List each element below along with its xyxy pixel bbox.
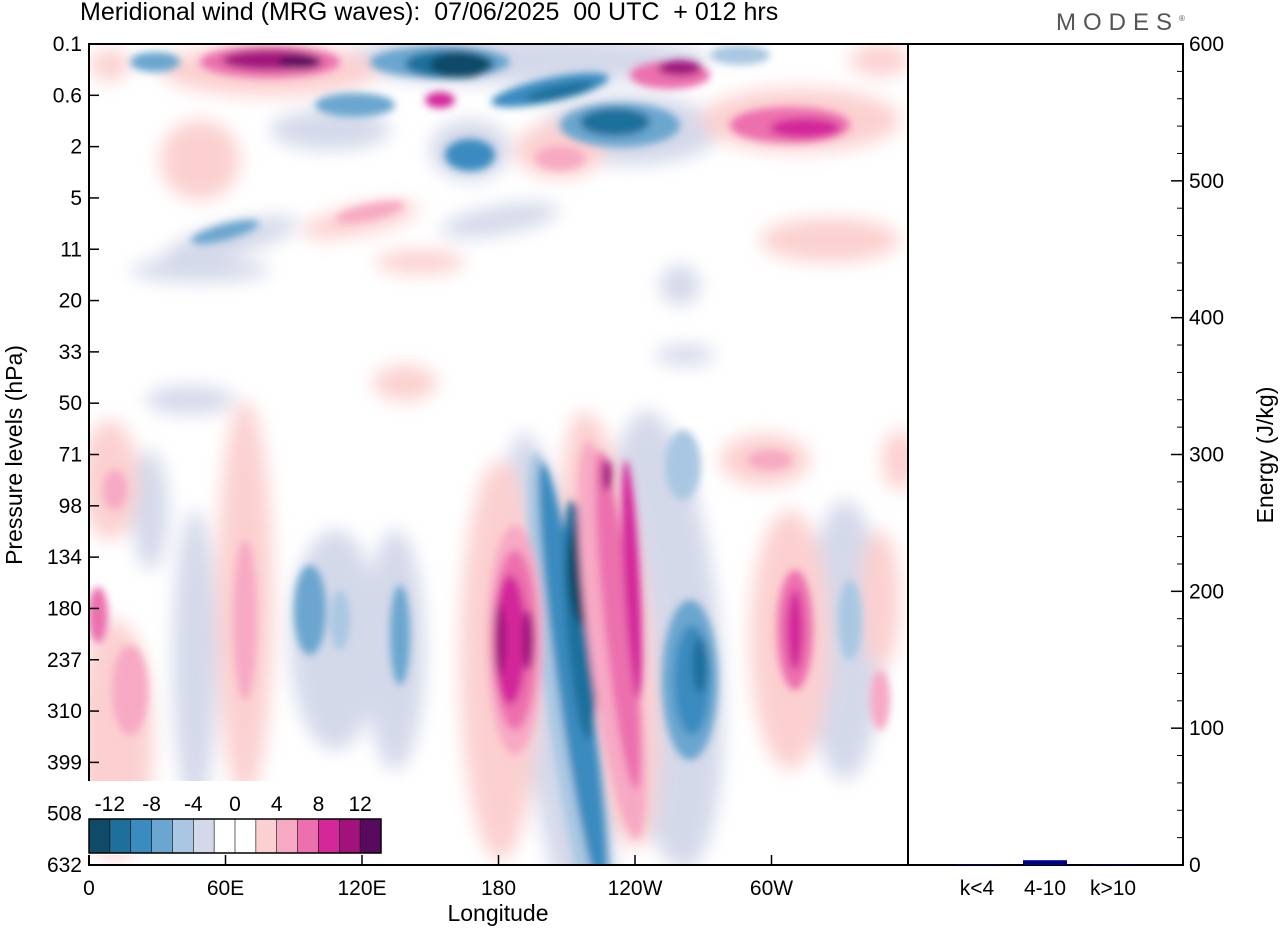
colorbar-label: 8 <box>313 793 325 816</box>
x-tick-label: 60E <box>207 877 244 900</box>
energy-tick-label: 300 <box>1189 444 1224 467</box>
y-tick-label: 5 <box>70 187 82 210</box>
x-tick-label: 120E <box>337 877 386 900</box>
colorbar-swatch <box>109 819 132 853</box>
colorbar-swatch <box>276 819 298 853</box>
colorbar-swatch <box>360 819 382 853</box>
modes-logo: MODES® <box>1056 9 1185 37</box>
colorbar-label: -8 <box>142 793 161 816</box>
colorbar-swatch <box>339 819 361 853</box>
chart-title: Meridional wind (MRG waves): 07/06/2025 … <box>80 0 779 26</box>
energy-bar <box>1023 860 1067 865</box>
colorbar-label: -4 <box>184 793 203 816</box>
y-tick-label: 310 <box>47 700 82 723</box>
colorbar-swatch <box>172 819 194 853</box>
energy-category-label: k>10 <box>1090 877 1136 900</box>
x-tick-label: 120W <box>608 877 663 900</box>
x-axis: 0 60E 120E 180 120W 60W <box>83 855 793 900</box>
y-tick-label: 71 <box>59 444 82 467</box>
colorbar-swatch <box>89 819 111 853</box>
x-tick-label: 0 <box>83 877 95 900</box>
energy-bar <box>955 864 999 865</box>
colorbar-swatch <box>235 819 257 853</box>
x-tick-label: 180 <box>481 877 516 900</box>
colorbar-swatch <box>297 819 319 853</box>
energy-tick-label: 0 <box>1189 854 1201 877</box>
logo-text: MODES <box>1056 9 1180 36</box>
contour-field <box>89 44 908 865</box>
y-tick-label: 508 <box>47 803 82 826</box>
energy-tick-label: 600 <box>1189 33 1224 56</box>
colorbar-label: 4 <box>271 793 283 816</box>
y-tick-label: 11 <box>60 238 82 261</box>
x-tick-label: 60W <box>750 877 793 900</box>
y-tick-label: 399 <box>47 751 82 774</box>
y-axis-title: Pressure levels (hPa) <box>1 345 27 565</box>
y-tick-label: 2 <box>70 136 82 159</box>
colorbar-swatch <box>214 819 236 853</box>
y-tick-label: 0.6 <box>53 84 82 107</box>
colorbar-label: 0 <box>229 793 241 816</box>
y-tick-label: 0.1 <box>53 33 82 56</box>
energy-axis-title: Energy (J/kg) <box>1252 387 1278 524</box>
energy-category-label: 4-10 <box>1024 877 1066 900</box>
colorbar-swatch <box>130 819 152 853</box>
y-tick-label: 20 <box>59 290 82 313</box>
colorbar: -12 -8 -4 0 4 8 12 <box>87 781 383 855</box>
registered-mark: ® <box>1179 14 1185 23</box>
colorbar-swatch <box>193 819 215 853</box>
y-tick-label: 180 <box>47 597 82 620</box>
energy-tick-label: 400 <box>1189 307 1224 330</box>
energy-category-label: k<4 <box>960 877 995 900</box>
colorbar-swatch <box>151 819 173 853</box>
y-tick-label: 632 <box>47 854 82 877</box>
colorbar-swatch <box>318 819 340 853</box>
energy-bar <box>1091 864 1135 866</box>
y-tick-label: 134 <box>47 546 82 569</box>
energy-tick-label: 200 <box>1189 580 1224 603</box>
colorbar-label: 12 <box>348 793 371 816</box>
colorbar-label: -12 <box>95 793 125 816</box>
y-axis-left: 0.1 0.6 2 5 11 20 33 50 71 98 134 180 237 310 399 508 63… <box>47 33 99 877</box>
y-tick-label: 98 <box>59 495 82 518</box>
y-tick-label: 237 <box>47 649 82 672</box>
energy-panel: k<4 4-10 k>10 0 100 200 300 400 500 600 <box>955 33 1224 900</box>
energy-tick-label: 500 <box>1189 170 1224 193</box>
y-tick-label: 50 <box>59 392 82 415</box>
y-tick-label: 33 <box>59 341 82 364</box>
x-axis-title: Longitude <box>447 900 548 926</box>
energy-tick-label: 100 <box>1189 717 1224 740</box>
colorbar-swatch <box>255 819 278 853</box>
